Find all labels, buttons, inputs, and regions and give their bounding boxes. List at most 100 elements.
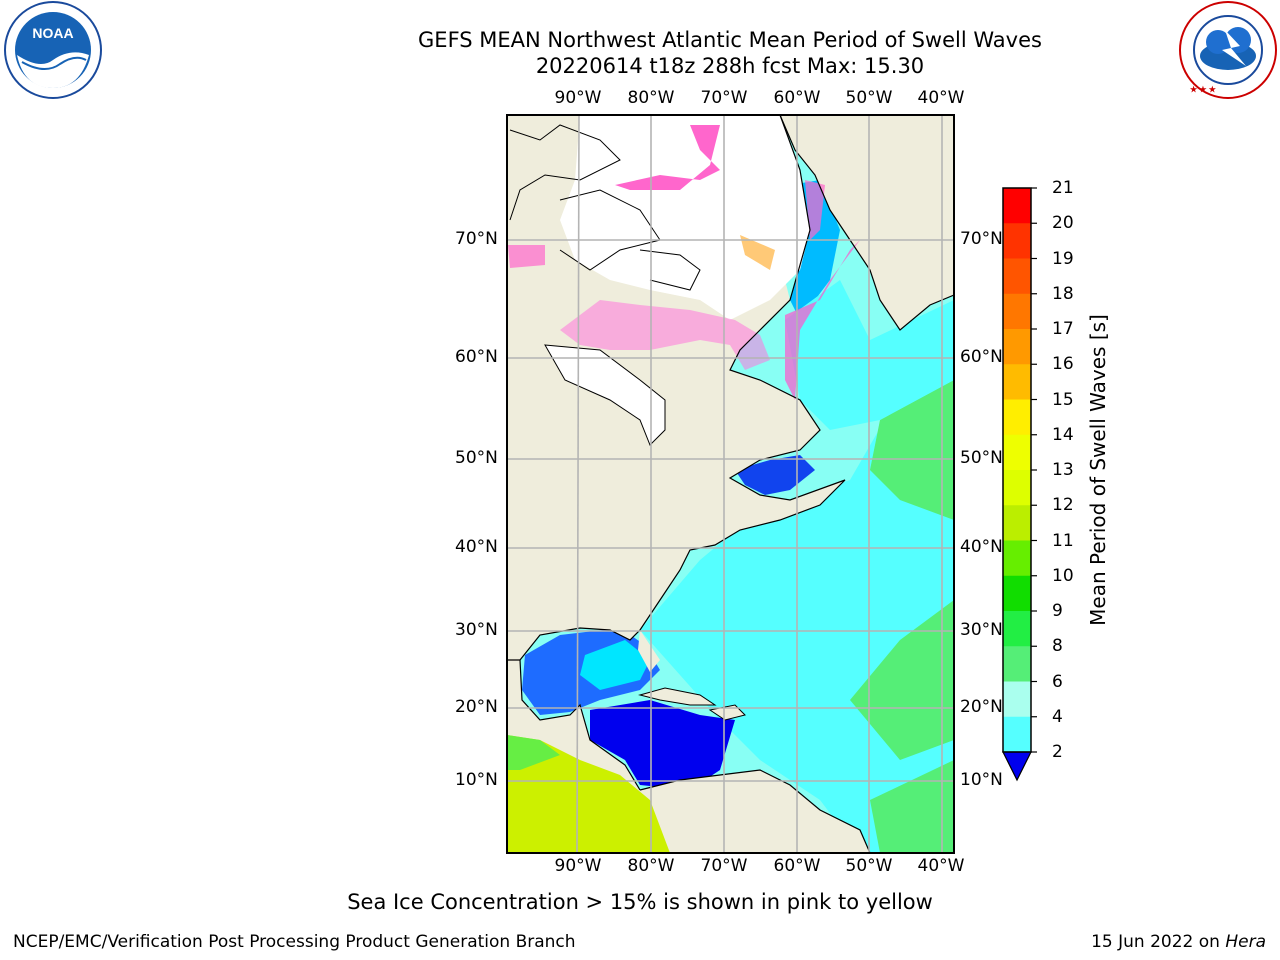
footer-branch: NCEP/EMC/Verification Post Processing Pr… <box>13 932 576 952</box>
footer-date: 15 Jun 2022 on Hera <box>1091 932 1266 952</box>
lat-label-left-20n: 20°N <box>455 697 498 717</box>
colorbar-tick-label: 21 <box>1052 178 1074 198</box>
colorbar-tick-label: 4 <box>1052 706 1063 727</box>
colorbar-bin <box>1003 258 1031 295</box>
footer-date-text: 15 Jun 2022 on <box>1091 932 1226 952</box>
gulf-st-lawrence <box>735 455 815 495</box>
colorbar-tick-label: 14 <box>1052 424 1074 445</box>
coastline-greenland <box>779 115 954 331</box>
colorbar-tick-label: 17 <box>1052 319 1074 339</box>
noaa-logo-text: NOAA <box>32 25 73 41</box>
lat-label-right-50n: 50°N <box>960 448 1003 468</box>
colorbar-tick-label: 11 <box>1052 530 1074 551</box>
swell-green-patch-south <box>870 760 954 853</box>
colorbar-tick-label: 18 <box>1052 283 1074 304</box>
colorbar-bins <box>1003 188 1031 753</box>
map-frame <box>506 114 955 854</box>
colorbar-bin <box>1003 681 1031 718</box>
lat-label-right-40n: 40°N <box>960 537 1003 557</box>
colorbar-title: Mean Period of Swell Waves [s] <box>1086 314 1110 626</box>
swell-green-patch-north <box>870 380 954 520</box>
sea-ice-baffin <box>805 180 825 240</box>
labrador-peninsula-white <box>544 344 666 446</box>
lon-label-bottom-40w: 40°W <box>917 856 965 876</box>
lat-label-left-10n: 10°N <box>455 770 498 790</box>
colorbar-bin <box>1003 223 1031 259</box>
chart-subtitle: 20220614 t18z 288h fcst Max: 15.30 <box>535 54 925 78</box>
lat-label-right-60n: 60°N <box>960 347 1003 367</box>
colorbar-tick-label: 10 <box>1052 565 1074 586</box>
lat-label-right-20n: 20°N <box>960 697 1003 717</box>
colorbar-bin <box>1003 293 1031 330</box>
lon-label-bottom-90w: 90°W <box>554 856 602 876</box>
svg-text:★ ★ ★: ★ ★ ★ <box>1190 85 1217 94</box>
florida-land <box>638 630 660 672</box>
chart-title: GEFS MEAN Northwest Atlantic Mean Period… <box>418 28 1042 52</box>
colorbar-tick-label: 2 <box>1052 742 1063 762</box>
footer-host: Hera <box>1225 932 1266 952</box>
lon-label-top-80w: 80°W <box>627 88 675 108</box>
colorbar-tick-label: 16 <box>1052 354 1074 375</box>
south-america-land <box>640 770 870 853</box>
lon-label-top-50w: 50°W <box>845 88 893 108</box>
southwest-swell-green <box>507 735 560 770</box>
colorbar-extend-arrow <box>1002 751 1032 782</box>
colorbar-bin <box>1003 540 1031 577</box>
colorbar-tick-label: 15 <box>1052 389 1074 410</box>
coastline-gulf <box>507 659 641 791</box>
colorbar-bin <box>1003 329 1031 365</box>
southwest-swell-yellow <box>507 735 670 853</box>
caribbean-swell <box>590 700 735 790</box>
gulf-cyan-patch <box>580 640 650 690</box>
colorbar-tick-label: 6 <box>1052 671 1063 692</box>
sea-ice-pink <box>615 125 720 190</box>
colorbar-bin <box>1003 716 1031 753</box>
lon-label-bottom-60w: 60°W <box>773 856 821 876</box>
colorbar-tick-label: 12 <box>1052 495 1074 516</box>
lat-label-left-30n: 30°N <box>455 620 498 640</box>
sea-ice-labrador <box>785 240 860 400</box>
colorbar-tick-label: 8 <box>1052 636 1063 657</box>
lon-label-bottom-50w: 50°W <box>845 856 893 876</box>
lon-label-top-40w: 40°W <box>917 88 965 108</box>
colorbar-tick-label: 13 <box>1052 460 1074 480</box>
colorbar-bin <box>1003 188 1031 224</box>
colorbar-bin <box>1003 434 1031 471</box>
cuba-land <box>638 687 717 706</box>
colorbar-tick-label: 19 <box>1052 248 1074 269</box>
lat-label-right-10n: 10°N <box>960 770 1003 790</box>
arctic-ice-white <box>560 115 810 320</box>
lon-label-bottom-70w: 70°W <box>700 856 748 876</box>
coastline-south-america <box>639 769 871 853</box>
lon-label-top-90w: 90°W <box>554 88 602 108</box>
noaa-logo: NOAA <box>4 1 102 99</box>
sea-ice-northwest <box>508 245 545 268</box>
lat-label-left-50n: 50°N <box>455 448 498 468</box>
colorbar-bin <box>1003 470 1031 506</box>
coastline-east <box>519 115 846 661</box>
lon-label-top-70w: 70°W <box>700 88 748 108</box>
greenland-land <box>780 115 954 330</box>
lat-label-left-70n: 70°N <box>455 229 498 249</box>
colorbar-ticks <box>1031 187 1037 753</box>
lat-label-right-70n: 70°N <box>960 229 1003 249</box>
colorbar-bin <box>1003 399 1031 436</box>
colorbar-bin <box>1003 505 1031 541</box>
sea-ice-note: Sea Ice Concentration > 15% is shown in … <box>347 890 933 914</box>
swell-green-patch-central <box>850 600 954 760</box>
colorbar-tick-label: 9 <box>1052 601 1063 621</box>
lat-label-right-30n: 30°N <box>960 620 1003 640</box>
lat-label-left-60n: 60°N <box>455 347 498 367</box>
meridian-90w <box>576 115 580 853</box>
sea-ice-hudson <box>560 300 770 370</box>
colorbar-bin <box>1003 611 1031 647</box>
nws-logo: ★ ★ ★ <box>1179 1 1277 99</box>
lon-label-top-60w: 60°W <box>773 88 821 108</box>
graticule <box>507 115 954 853</box>
coastline-arctic-islands-3 <box>639 249 701 291</box>
colorbar-bin <box>1003 646 1031 682</box>
lat-label-left-40n: 40°N <box>455 537 498 557</box>
